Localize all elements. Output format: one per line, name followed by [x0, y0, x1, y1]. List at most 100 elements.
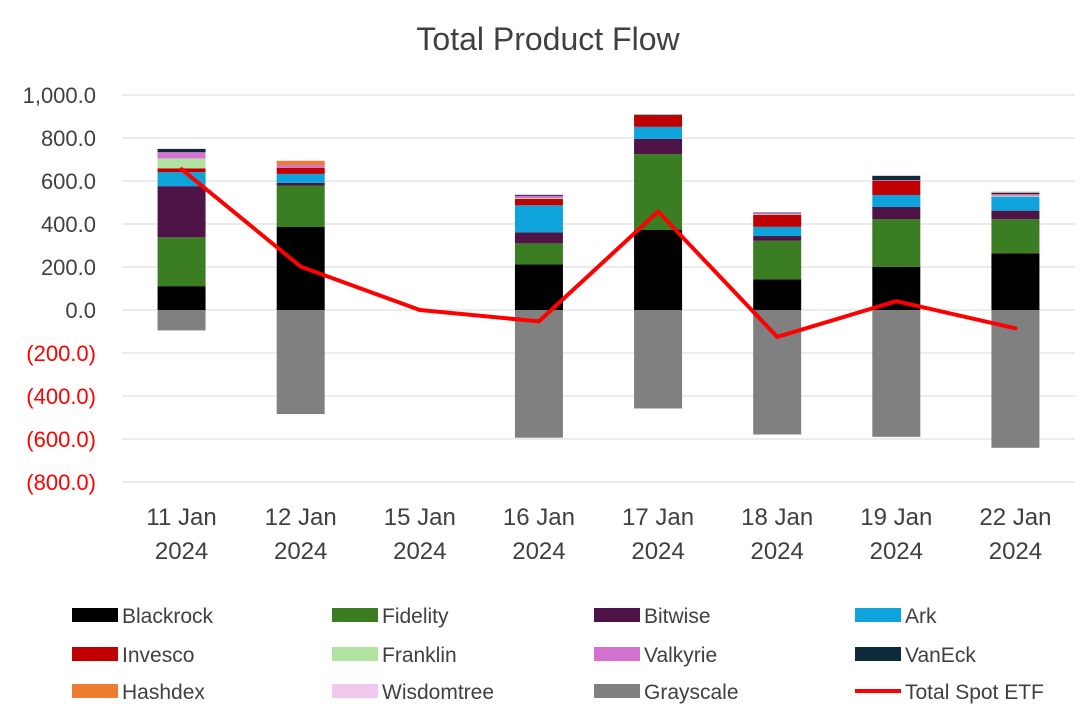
legend-label-blackrock: Blackrock: [122, 605, 214, 628]
y-tick-label: (800.0): [26, 470, 96, 495]
bar-bitwise: [991, 210, 1040, 220]
y-tick-label: (600.0): [26, 427, 96, 452]
bar-valkyrie: [276, 165, 325, 168]
bar-fidelity: [872, 219, 921, 267]
legend-swatch-invesco: [72, 647, 118, 661]
bar-ark: [753, 226, 802, 237]
bar-hashdex: [276, 161, 325, 166]
bar-ark: [991, 196, 1040, 211]
bar-vaneck: [634, 114, 683, 116]
x-tick-label: 2024: [989, 538, 1042, 565]
bar-ark: [872, 194, 921, 208]
x-tick-label: 16 Jan: [503, 504, 575, 531]
legend-swatch-wisdomtree: [332, 684, 378, 698]
x-tick-label: 12 Jan: [265, 504, 337, 531]
bar-valkyrie: [991, 194, 1040, 196]
bar-valkyrie: [753, 213, 802, 215]
bar-blackrock: [157, 286, 206, 310]
bar-vaneck: [514, 194, 563, 196]
bar-bitwise: [753, 236, 802, 241]
gridlines: [122, 94, 1075, 483]
x-tick-label: 15 Jan: [384, 504, 456, 531]
bar-wisdomtree: [276, 160, 325, 162]
bar-wisdomtree: [634, 113, 683, 115]
bar-bitwise: [634, 138, 683, 155]
bar-wisdomtree: [753, 211, 802, 213]
bar-bitwise: [276, 182, 325, 186]
x-tick-label: 2024: [750, 538, 803, 565]
bar-wisdomtree: [157, 148, 206, 149]
bar-bitwise: [872, 207, 921, 220]
x-axis-ticks: 11 Jan 2024 12 Jan 2024 15 Jan 2024 16 Jan 2024…: [146, 504, 1051, 565]
bar-fidelity: [991, 219, 1040, 254]
bar-franklin: [991, 195, 1040, 197]
legend: Blackrock Fidelity Bitwise Ark Invesco Frankl…: [72, 605, 1044, 704]
x-tick-label: 2024: [512, 538, 565, 565]
legend-swatch-vaneck: [855, 647, 901, 661]
bar-grayscale: [872, 310, 921, 437]
bar-vaneck: [157, 148, 206, 153]
legend-swatch-blackrock: [72, 608, 118, 622]
bar-invesco: [634, 115, 683, 127]
bar-grayscale: [991, 310, 1040, 448]
bar-fidelity: [157, 237, 206, 287]
bar-bitwise: [514, 232, 563, 244]
total-line: [179, 167, 1018, 339]
bar-fidelity: [514, 243, 563, 265]
legend-swatch-franklin: [332, 647, 378, 661]
bar-franklin: [753, 214, 802, 215]
bar-franklin: [157, 158, 206, 169]
bar-grayscale: [276, 310, 325, 415]
y-tick-label: 600.0: [41, 169, 96, 194]
legend-label-wisdomtree: Wisdomtree: [382, 681, 494, 704]
y-tick-label: 1,000.0: [23, 83, 96, 108]
bar-blackrock: [991, 253, 1040, 310]
bar-ark: [514, 205, 563, 233]
chart-title: Total Product Flow: [416, 21, 680, 57]
bar-grayscale: [514, 310, 563, 438]
x-tick-label: 17 Jan: [622, 504, 694, 531]
line-total-spot-etf: [179, 167, 1018, 339]
bar-grayscale: [634, 310, 683, 409]
bar-grayscale: [753, 310, 802, 435]
bar-vaneck: [991, 192, 1040, 195]
bar-ark: [157, 172, 206, 187]
legend-swatch-bitwise: [594, 608, 640, 622]
y-tick-label: 800.0: [41, 126, 96, 151]
legend-swatch-fidelity: [332, 608, 378, 622]
x-tick-label: 11 Jan: [146, 504, 216, 531]
x-tick-label: 2024: [155, 538, 208, 565]
y-tick-label: (400.0): [26, 384, 96, 409]
x-tick-label: 18 Jan: [741, 504, 813, 531]
legend-label-vaneck: VanEck: [905, 644, 976, 667]
legend-swatch-valkyrie: [594, 647, 640, 661]
bar-blackrock: [634, 230, 683, 310]
bar-wisdomtree: [872, 174, 921, 176]
legend-label-bitwise: Bitwise: [644, 605, 711, 628]
bar-blackrock: [753, 279, 802, 310]
bar-invesco: [872, 180, 921, 195]
x-tick-label: 2024: [274, 538, 327, 565]
bar-hashdex: [991, 192, 1040, 193]
y-tick-label: 400.0: [41, 212, 96, 237]
y-axis-ticks: (800.0) (600.0) (400.0) (200.0) 0.0 200.0 400.…: [23, 83, 96, 495]
legend-label-hashdex: Hashdex: [122, 681, 205, 704]
legend-swatch-hashdex: [72, 684, 118, 698]
bar-ark: [634, 126, 683, 139]
legend-label-fidelity: Fidelity: [382, 605, 449, 628]
legend-label-total-spot-etf: Total Spot ETF: [905, 681, 1044, 704]
y-tick-label: 0.0: [65, 298, 96, 323]
bar-ark: [276, 173, 325, 183]
bar-bitwise: [157, 186, 206, 238]
bar-invesco: [753, 214, 802, 227]
bars: [157, 113, 1040, 448]
legend-swatch-grayscale: [594, 684, 640, 698]
x-tick-label: 2024: [631, 538, 684, 565]
bar-hashdex: [634, 114, 683, 115]
bar-vaneck: [753, 212, 802, 214]
bar-invesco: [514, 198, 563, 206]
y-tick-label: 200.0: [41, 255, 96, 280]
legend-label-ark: Ark: [905, 605, 937, 628]
bar-fidelity: [276, 185, 325, 228]
